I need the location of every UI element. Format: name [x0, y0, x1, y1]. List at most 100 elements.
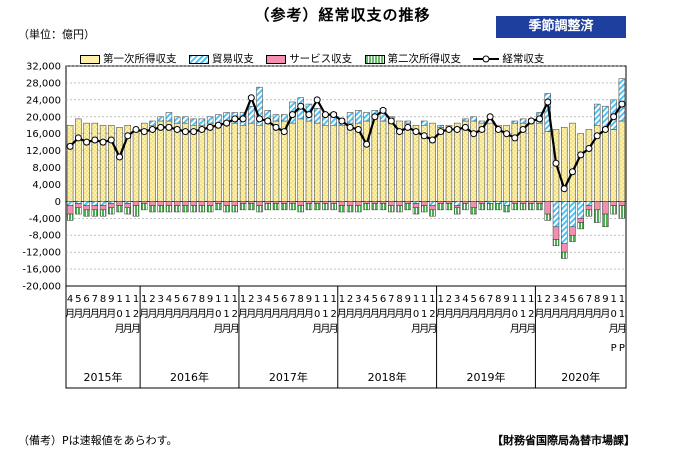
bar-primary: [91, 122, 99, 202]
current-account-point: [445, 125, 453, 133]
current-account-point: [288, 111, 296, 119]
bar-secondary: [281, 203, 288, 211]
bar-trade: [206, 116, 214, 124]
bar-services: [215, 201, 222, 204]
current-account-point: [239, 115, 247, 123]
bar-trade: [503, 201, 510, 206]
bar-secondary: [412, 207, 420, 215]
y-tick-label: -4,000: [29, 214, 61, 225]
month-label: 1: [528, 294, 534, 305]
current-account-point: [181, 128, 189, 136]
month-suffix: 月: [279, 308, 289, 320]
month-label: 7: [586, 294, 592, 305]
month-label: 9: [405, 294, 411, 305]
month-suffix: 月: [469, 308, 479, 320]
y-tick-label: 4,000: [32, 180, 61, 191]
bar-secondary: [322, 203, 329, 211]
bar-services: [577, 218, 584, 223]
current-account-point: [610, 113, 618, 121]
month-label: 1: [223, 294, 229, 305]
bar-secondary: [593, 209, 601, 223]
bar-secondary: [577, 222, 584, 230]
bar-secondary: [519, 203, 527, 211]
bar-trade: [421, 120, 428, 126]
bar-services: [248, 201, 255, 204]
bar-primary: [313, 122, 321, 202]
bar-secondary: [124, 207, 131, 215]
bar-services: [437, 201, 444, 204]
bar-secondary: [404, 203, 411, 211]
x-axis: 4月5月6月7月8月9月10月11月12月2015年1月2月3月4月5月6月7月…: [65, 285, 627, 389]
bar-services: [322, 201, 329, 204]
legend-label-services: サービス収支: [289, 53, 353, 65]
y-tick-label: -8,000: [29, 231, 61, 242]
bar-services: [75, 203, 82, 208]
bar-services: [297, 201, 304, 206]
bar-trade: [182, 116, 189, 124]
month-label: 1: [413, 294, 419, 305]
bar-primary: [577, 133, 584, 202]
bar-trade: [561, 201, 568, 244]
current-account-point: [437, 128, 445, 136]
bar-trade: [157, 116, 164, 122]
y-tick-label: 16,000: [26, 129, 61, 140]
current-account-point: [313, 96, 321, 104]
bar-secondary: [355, 205, 362, 213]
current-account-point: [371, 113, 379, 121]
bar-services: [190, 201, 197, 206]
bar-services: [116, 201, 123, 206]
current-account-point: [272, 123, 280, 131]
month-label: 1: [232, 294, 238, 305]
month-suffix: 月: [271, 308, 281, 320]
bar-primary: [116, 127, 123, 202]
month-suffix: 月: [287, 308, 297, 320]
current-account-point: [330, 111, 338, 119]
current-account-point: [74, 134, 82, 142]
y-tick-label: 12,000: [26, 146, 61, 157]
bar-secondary: [215, 203, 222, 211]
bar-primary: [248, 122, 255, 202]
legend-swatch-current: [473, 55, 500, 63]
bar-trade: [363, 112, 370, 122]
bar-services: [371, 201, 379, 204]
current-account-point: [99, 138, 107, 146]
month-label-digit: 2: [429, 309, 435, 320]
bar-services: [157, 201, 164, 206]
bar-primary: [173, 122, 181, 202]
month-suffix: 月: [65, 308, 75, 320]
month-label: 6: [479, 294, 485, 305]
month-label-digit: 1: [223, 309, 229, 320]
bar-secondary: [190, 205, 197, 213]
bar-secondary: [569, 234, 576, 242]
month-suffix: 月: [567, 308, 577, 320]
bar-primary: [379, 120, 387, 202]
month-label: 7: [190, 294, 196, 305]
current-account-point: [66, 142, 74, 150]
bar-services: [585, 205, 593, 211]
bar-primary: [453, 122, 461, 202]
current-account-point: [470, 130, 478, 138]
bar-secondary: [66, 213, 74, 221]
current-account-point: [412, 128, 420, 136]
bar-services: [132, 201, 140, 206]
month-suffix: 月: [320, 323, 330, 335]
month-label: 1: [421, 294, 427, 305]
month-suffix: 月: [312, 323, 322, 335]
bar-secondary: [108, 207, 115, 215]
bar-trade: [313, 108, 321, 124]
month-label: 6: [281, 294, 287, 305]
bar-trade: [281, 114, 288, 122]
bar-services: [173, 201, 181, 206]
month-label: 8: [495, 294, 501, 305]
bar-primary: [486, 122, 494, 202]
year-label: 2017年: [269, 370, 308, 384]
month-label: 5: [470, 294, 476, 305]
x-axis-frame: [65, 285, 627, 389]
bar-services: [421, 201, 428, 206]
month-suffix: 月: [592, 308, 602, 320]
bar-secondary: [511, 203, 519, 211]
month-suffix: 月: [493, 308, 503, 320]
bar-services: [561, 243, 568, 253]
current-account-point: [511, 134, 519, 142]
bar-secondary: [486, 203, 494, 211]
